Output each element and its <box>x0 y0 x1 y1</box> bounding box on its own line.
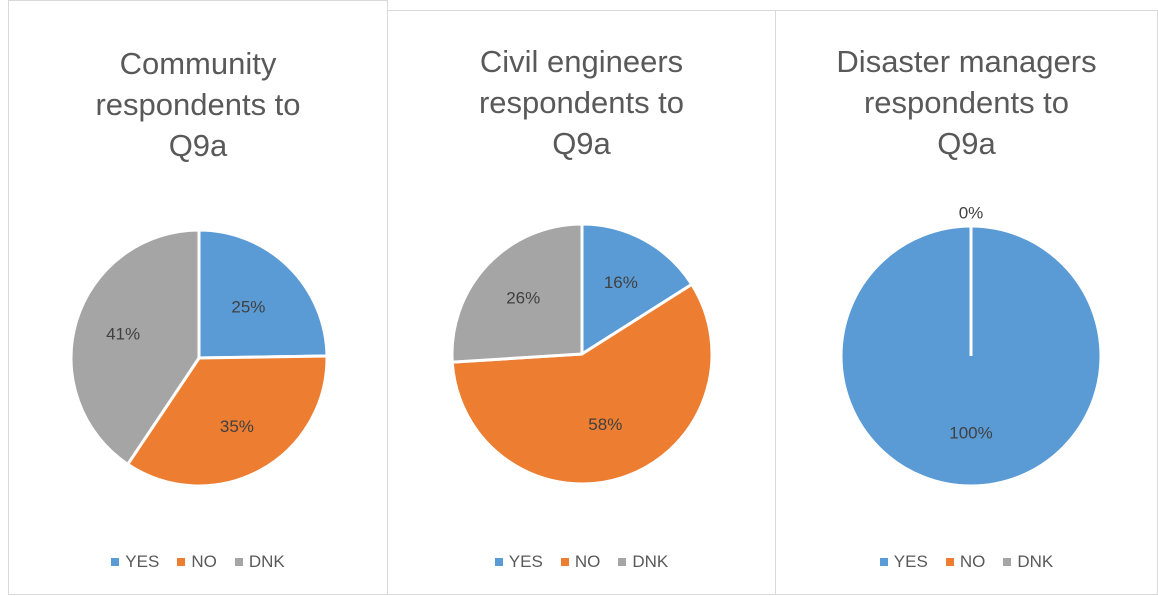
legend-label: YES <box>509 552 543 572</box>
pie-chart: 25% 35% 41% <box>9 1 389 596</box>
data-label-dnk: 41% <box>106 324 140 343</box>
legend-item-no: NO <box>561 552 601 572</box>
legend-swatch <box>177 558 185 566</box>
legend-label: DNK <box>632 552 668 572</box>
data-label-no: 58% <box>588 415 622 434</box>
legend-swatch <box>561 558 569 566</box>
legend-item-yes: YES <box>880 552 928 572</box>
legend-item-no: NO <box>177 552 217 572</box>
legend-item-yes: YES <box>111 552 159 572</box>
legend-swatch <box>495 558 503 566</box>
chart-panel-community: Community respondents to Q9a 25% 35% 41% Y… <box>8 0 388 595</box>
data-label-yes: 16% <box>604 273 638 292</box>
legend-item-dnk: DNK <box>1003 552 1053 572</box>
legend-swatch <box>111 558 119 566</box>
chart-legend: YES NO DNK <box>388 552 775 572</box>
chart-panel-disaster-managers: Disaster managers respondents to Q9a 100… <box>775 10 1158 595</box>
chart-legend: YES NO DNK <box>9 552 387 572</box>
legend-label: NO <box>191 552 217 572</box>
legend-label: NO <box>960 552 986 572</box>
legend-swatch <box>618 558 626 566</box>
legend-swatch <box>880 558 888 566</box>
chart-panel-civil-engineers: Civil engineers respondents to Q9a 16% 58… <box>387 10 776 595</box>
legend-label: NO <box>575 552 601 572</box>
legend-item-yes: YES <box>495 552 543 572</box>
data-label-yes: 100% <box>949 423 992 442</box>
legend-swatch <box>235 558 243 566</box>
data-label-no: 35% <box>220 417 254 436</box>
legend-item-no: NO <box>946 552 986 572</box>
legend-swatch <box>946 558 954 566</box>
legend-swatch <box>1003 558 1011 566</box>
chart-legend: YES NO DNK <box>776 552 1157 572</box>
pie-chart: 100% 0% <box>776 11 1158 596</box>
legend-label: YES <box>125 552 159 572</box>
legend-item-dnk: DNK <box>618 552 668 572</box>
data-label-no: 0% <box>959 203 984 222</box>
legend-label: DNK <box>249 552 285 572</box>
pie-chart: 16% 58% 26% <box>388 11 777 596</box>
data-label-yes: 25% <box>231 297 265 316</box>
legend-label: YES <box>894 552 928 572</box>
pie-slice-yes <box>199 230 327 358</box>
legend-item-dnk: DNK <box>235 552 285 572</box>
data-label-dnk: 26% <box>506 288 540 307</box>
legend-label: DNK <box>1017 552 1053 572</box>
